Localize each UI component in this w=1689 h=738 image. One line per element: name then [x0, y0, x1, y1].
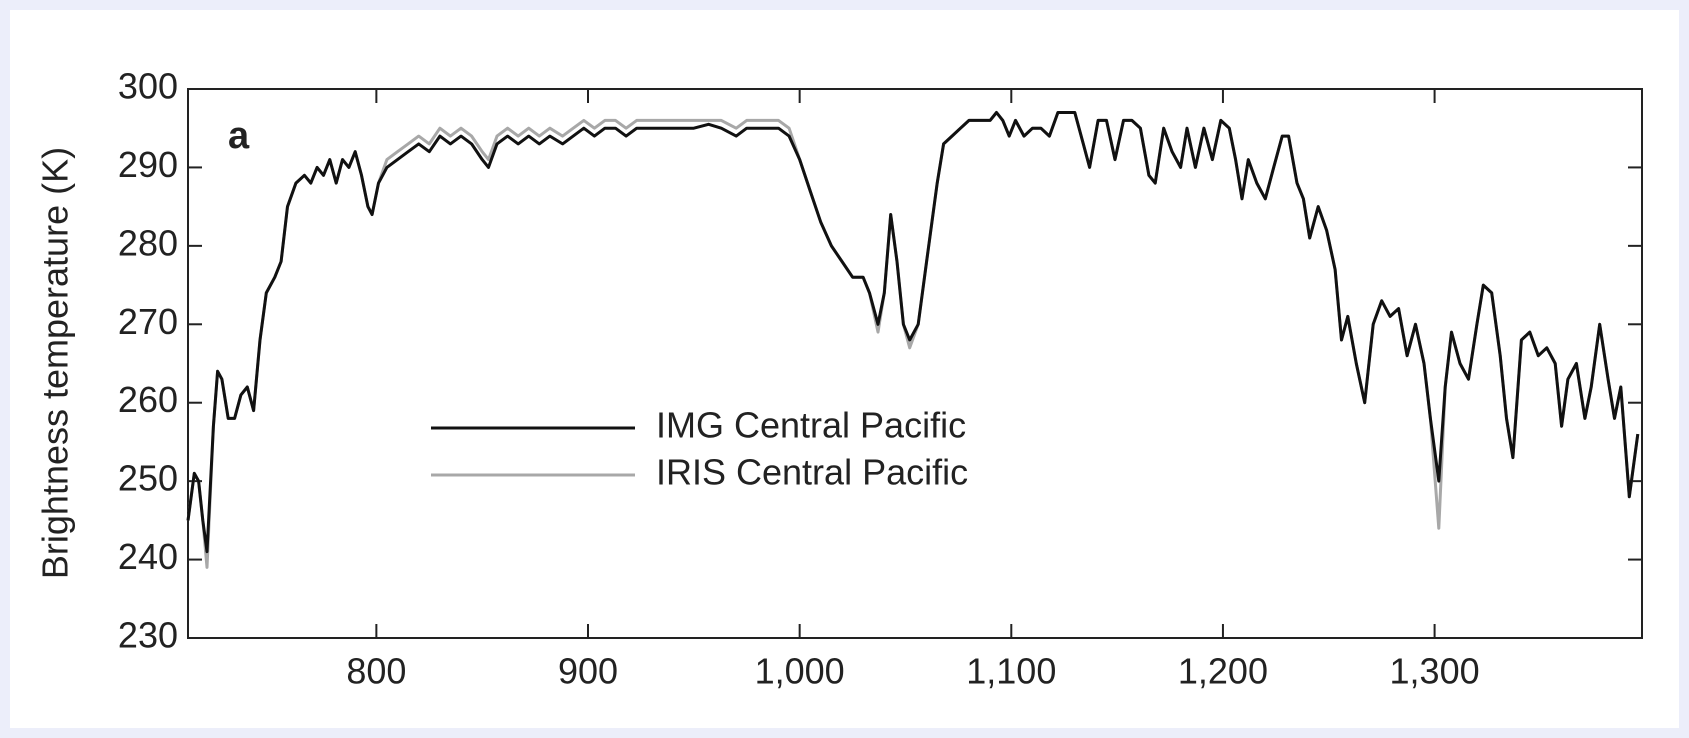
legend-label: IRIS Central Pacific: [656, 452, 968, 493]
series-line: [186, 111, 1640, 554]
y-tick-label: 290: [118, 144, 178, 185]
y-tick-label: 270: [118, 301, 178, 342]
x-tick-label: 1,300: [1390, 651, 1480, 692]
y-tick-label: 300: [118, 66, 178, 107]
y-tick-label: 250: [118, 458, 178, 499]
legend-label: IMG Central Pacific: [656, 405, 966, 446]
panel: [10, 10, 1679, 728]
plot-frame: [187, 88, 1643, 639]
x-tick-label: 1,100: [966, 651, 1056, 692]
x-tick-label: 1,000: [755, 651, 845, 692]
y-tick-label: 280: [118, 222, 178, 263]
y-axis-label: Brightness temperature (K): [35, 147, 76, 579]
x-tick-label: 1,200: [1178, 651, 1268, 692]
panel-label: a: [228, 115, 250, 157]
x-tick-label: 900: [558, 651, 618, 692]
y-tick-label: 240: [118, 536, 178, 577]
y-tick-label: 260: [118, 379, 178, 420]
y-tick-label: 230: [118, 615, 178, 656]
x-tick-label: 800: [346, 651, 406, 692]
